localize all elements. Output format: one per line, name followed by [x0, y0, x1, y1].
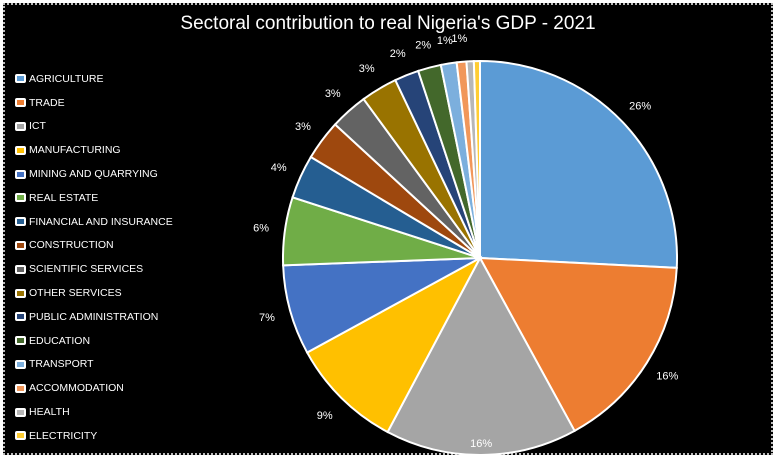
legend-swatch [15, 145, 26, 155]
data-label: 26% [629, 101, 651, 113]
legend-label: TRANSPORT [29, 358, 94, 371]
data-label: 4% [271, 162, 287, 174]
legend-swatch [15, 312, 26, 322]
legend-item: MANUFACTURING [15, 138, 173, 162]
legend-label: PUBLIC ADMINISTRATION [29, 310, 159, 323]
legend-swatch [15, 336, 26, 346]
legend-swatch [15, 98, 26, 108]
legend-item: ELECTRICITY [15, 424, 173, 448]
legend: AGRICULTURE TRADE ICT MANUFACTURING MINING A… [15, 67, 173, 448]
pie-slice [472, 59, 481, 259]
legend-swatch [15, 217, 26, 227]
pie-slice [479, 59, 678, 269]
data-label: 16% [470, 438, 492, 450]
legend-label: REAL ESTATE [29, 191, 99, 204]
data-label: 3% [359, 63, 375, 75]
legend-item: PUBLIC ADMINISTRATION [15, 305, 173, 329]
legend-item: FINANCIAL AND INSURANCE [15, 210, 173, 234]
legend-swatch [15, 359, 26, 369]
legend-label: ACCOMMODATION [29, 382, 124, 395]
pie-slice [386, 255, 576, 456]
data-label: 7% [259, 312, 275, 324]
data-label: 6% [253, 223, 269, 235]
data-label: 2% [390, 48, 406, 60]
legend-item: HEALTH [15, 400, 173, 424]
chart-title: Sectoral contribution to real Nigeria's … [180, 13, 596, 34]
legend-label: AGRICULTURE [29, 72, 104, 85]
data-label: 9% [317, 410, 333, 422]
legend-swatch [15, 121, 26, 131]
legend-item: SCIENTIFIC SERVICES [15, 257, 173, 281]
data-label: 1% [437, 35, 453, 47]
legend-item: AGRICULTURE [15, 67, 173, 91]
legend-swatch [15, 240, 26, 250]
legend-item: ACCOMMODATION [15, 376, 173, 400]
legend-swatch [15, 169, 26, 179]
data-label: 16% [656, 370, 678, 382]
legend-label: ICT [29, 120, 46, 133]
data-label: 1% [451, 33, 467, 45]
legend-item: OTHER SERVICES [15, 281, 173, 305]
legend-swatch [15, 383, 26, 393]
legend-label: SCIENTIFIC SERVICES [29, 263, 144, 276]
pie-slice [478, 256, 678, 433]
legend-label: MINING AND QUARRYING [29, 168, 158, 181]
legend-item: TRADE [15, 91, 173, 115]
legend-item: MINING AND QUARRYING [15, 162, 173, 186]
legend-swatch [15, 264, 26, 274]
legend-item: REAL ESTATE [15, 186, 173, 210]
data-label: 3% [295, 121, 311, 133]
legend-item: ICT [15, 115, 173, 139]
legend-item: CONSTRUCTION [15, 234, 173, 258]
legend-swatch [15, 431, 26, 441]
legend-swatch [15, 74, 26, 84]
legend-item: EDUCATION [15, 329, 173, 353]
legend-label: CONSTRUCTION [29, 239, 114, 252]
legend-label: HEALTH [29, 406, 70, 419]
legend-label: EDUCATION [29, 334, 91, 347]
legend-label: TRADE [29, 96, 65, 109]
legend-label: MANUFACTURING [29, 144, 121, 157]
legend-swatch [15, 407, 26, 417]
legend-label: OTHER SERVICES [29, 287, 122, 300]
data-label: 2% [415, 39, 431, 51]
legend-label: FINANCIAL AND INSURANCE [29, 215, 173, 228]
legend-swatch [15, 288, 26, 298]
legend-label: ELECTRICITY [29, 429, 98, 442]
data-label: 3% [325, 88, 341, 100]
legend-swatch [15, 193, 26, 203]
pie-slice [305, 255, 483, 434]
legend-item: TRANSPORT [15, 353, 173, 377]
